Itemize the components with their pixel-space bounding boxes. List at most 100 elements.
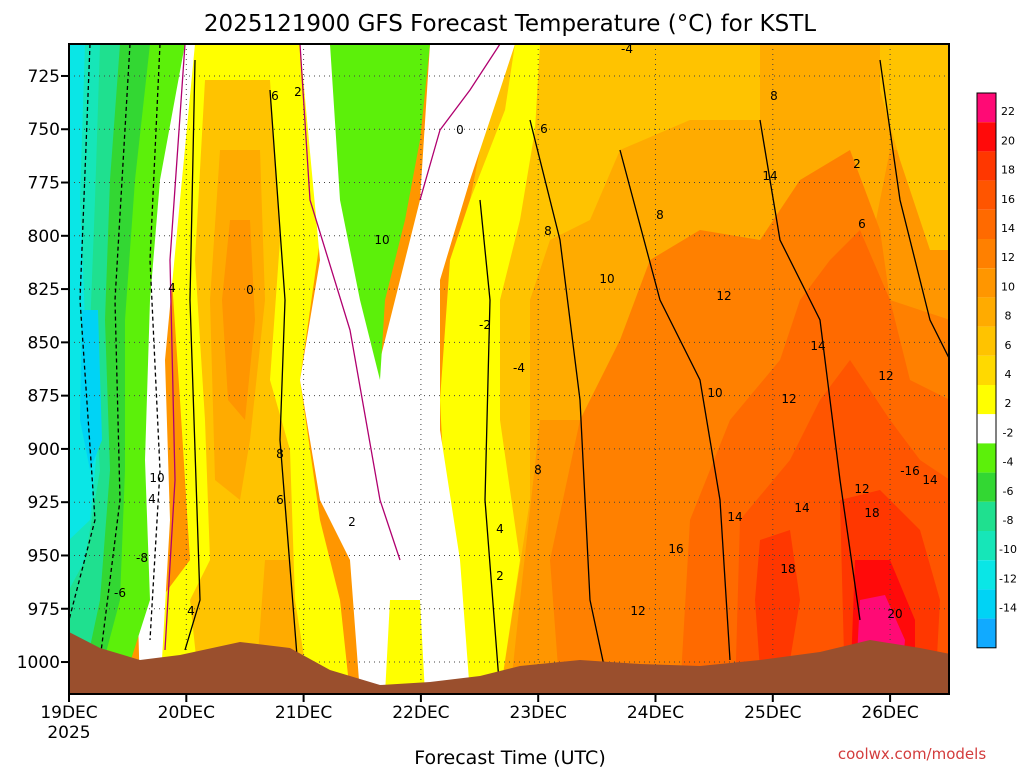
contour-label: 4 [168, 281, 176, 295]
contour-label: 16 [668, 542, 683, 556]
x-tick-year: 2025 [47, 723, 90, 743]
contour-label: 12 [854, 482, 869, 496]
contour-label: 6 [271, 89, 279, 103]
colorbar-label: 8 [1005, 310, 1012, 323]
colorbar-swatch [977, 501, 996, 531]
contour-label: 6 [276, 493, 284, 507]
y-axis: 725 750 775 800 825 850 875 900 925 950 975 1000 [17, 67, 69, 673]
contour-line [269, 89, 301, 694]
contour-label: 8 [770, 89, 778, 103]
colorbar-swatch [977, 443, 996, 473]
contour-label: 12 [878, 369, 893, 383]
contour-line [419, 44, 501, 201]
y-tick-label: 900 [28, 440, 60, 460]
colorbar-label: -8 [1003, 514, 1014, 527]
y-tick-label: 750 [28, 120, 60, 140]
contour-label: 12 [630, 604, 645, 618]
colorbar-swatch [977, 239, 996, 269]
colorbar-label: -12 [999, 572, 1017, 585]
contour-line [529, 119, 611, 694]
y-tick-label: 850 [28, 333, 60, 353]
contour-label: 2 [348, 515, 356, 529]
x-tick-label: 20DEC [158, 703, 215, 723]
contour-line [759, 119, 861, 621]
colorbar-label: 6 [1005, 339, 1012, 352]
colorbar-label: -14 [999, 602, 1017, 615]
colorbar-label: 18 [1001, 164, 1015, 177]
contour-label: 14 [810, 339, 825, 353]
contour-label: 2 [294, 85, 302, 99]
y-tick-label: 875 [28, 387, 60, 407]
x-tick-label: 21DEC [275, 703, 332, 723]
colorbar-label: 14 [1001, 222, 1015, 235]
temperature-band [330, 44, 430, 380]
x-tick-label: 24DEC [627, 703, 684, 723]
colorbar-swatch [977, 385, 996, 415]
contour-label: 14 [922, 473, 937, 487]
x-axis-label: Forecast Time (UTC) [414, 747, 605, 768]
colorbar-swatch [977, 326, 996, 356]
contour-label: 0 [246, 283, 254, 297]
temperature-band [880, 44, 949, 250]
colorbar-label: 4 [1005, 368, 1012, 381]
colorbar-swatch [977, 355, 996, 385]
colorbar-swatch [977, 209, 996, 239]
contour-label: 12 [781, 392, 796, 406]
y-tick-label: 775 [28, 174, 60, 194]
contour-label: 8 [544, 224, 552, 238]
colorbar-swatch [977, 560, 996, 590]
contour-label: 10 [707, 386, 722, 400]
contour-label: 18 [780, 562, 795, 576]
y-tick-label: 975 [28, 600, 60, 620]
contour-line [619, 149, 731, 661]
colorbar-swatch [977, 180, 996, 210]
colorbar-label: -2 [1003, 426, 1014, 439]
colorbar-swatch [977, 93, 996, 123]
colorbar-swatch [977, 122, 996, 152]
temperature-band [755, 530, 800, 670]
contour-line [164, 44, 186, 651]
colorbar-label: -10 [999, 543, 1017, 556]
contour-line [69, 44, 96, 621]
contour-line [184, 59, 201, 651]
contour-label: 4 [496, 522, 504, 536]
contour-label: 10 [149, 471, 164, 485]
colorbar-swatch [977, 297, 996, 327]
contour-label: 2 [496, 569, 504, 583]
y-tick-label: 825 [28, 280, 60, 300]
temperature-band [470, 44, 760, 694]
contour-label: 18 [864, 506, 879, 520]
colorbar-label: 10 [1001, 280, 1015, 293]
colorbar-label: 16 [1001, 193, 1015, 206]
contour-label: 6 [540, 122, 548, 136]
colorbar-label: 2 [1005, 397, 1012, 410]
contour-label: -4 [513, 361, 525, 375]
contour-label: -6 [114, 586, 126, 600]
y-tick-label: 925 [28, 493, 60, 513]
contour-line [299, 44, 401, 561]
temperature-band [440, 44, 540, 694]
contour-label: 14 [794, 501, 809, 515]
x-tick-label: 26DEC [861, 703, 918, 723]
colorbar-label: 12 [1001, 251, 1015, 264]
contour-label: 6 [858, 217, 866, 231]
colorbar-swatch [977, 472, 996, 502]
x-tick-label: 23DEC [510, 703, 567, 723]
contour-label: 8 [656, 208, 664, 222]
colorbar-legend: 22 20 18 16 14 12 10 8 6 4 2 -2 -4 -6 -8 -10 -12 -14 [976, 92, 1017, 649]
credit-text: coolwx.com/models [838, 745, 986, 763]
contour-label: 4 [148, 492, 156, 506]
contour-label: 12 [716, 289, 731, 303]
contour-label: -2 [479, 318, 491, 332]
y-tick-label: 800 [28, 227, 60, 247]
temperature-band [222, 220, 255, 420]
contour-line [479, 199, 501, 694]
x-axis: 19DEC 20DEC 21DEC 22DEC 23DEC 24DEC 25DEC 26DEC… [40, 694, 919, 743]
colorbar-label: -6 [1003, 485, 1014, 498]
x-tick-label: 22DEC [392, 703, 449, 723]
temperature-band [80, 310, 102, 470]
x-tick-label: 25DEC [744, 703, 801, 723]
contour-label: 14 [727, 510, 742, 524]
